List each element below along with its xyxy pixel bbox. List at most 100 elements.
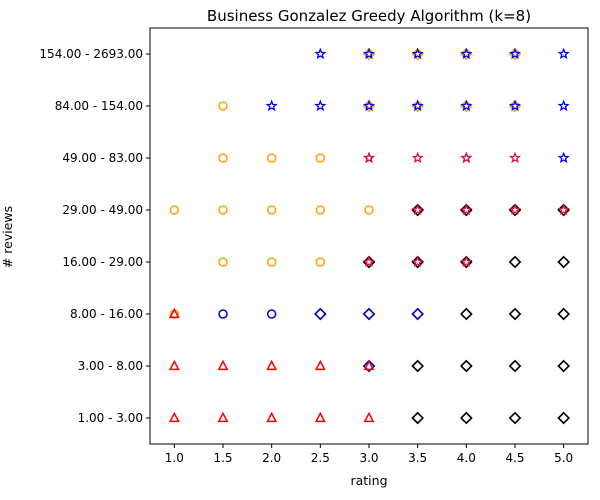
black-diamond-marker — [557, 307, 570, 321]
y-tick-label: 1.00 - 3.00 — [78, 411, 143, 425]
black-diamond-marker — [411, 359, 424, 373]
data-point — [168, 307, 180, 319]
data-point — [557, 411, 570, 425]
data-point — [218, 309, 228, 319]
data-point — [362, 47, 376, 61]
data-point — [169, 205, 180, 215]
crimson-star-marker — [508, 203, 522, 216]
data-point — [266, 205, 277, 215]
crimson-star-marker — [411, 203, 424, 216]
black-diamond-marker — [508, 411, 522, 425]
data-point — [266, 411, 278, 423]
data-point — [364, 205, 374, 215]
data-point — [411, 151, 424, 164]
blue-diamond-marker — [411, 307, 424, 321]
orange-circle-marker — [218, 153, 228, 163]
x-tick-label: 1.5 — [213, 451, 232, 465]
data-point — [508, 151, 522, 164]
data-point — [266, 359, 278, 371]
data-point — [315, 257, 326, 267]
data-point — [508, 203, 522, 217]
data-point — [557, 307, 570, 321]
blue-star-marker — [314, 47, 327, 60]
data-point — [508, 359, 522, 373]
crimson-star-marker — [362, 151, 376, 164]
data-point — [362, 359, 376, 373]
black-diamond-marker — [460, 359, 473, 373]
black-diamond-marker — [557, 255, 570, 269]
black-diamond-marker — [508, 359, 522, 373]
data-point — [460, 359, 473, 373]
blue-star-marker — [460, 47, 473, 60]
x-tick-label: 2.5 — [311, 451, 330, 465]
blue-star-marker — [460, 99, 473, 112]
y-tick-label: 154.00 - 2693.00 — [39, 47, 143, 61]
data-point — [314, 47, 327, 60]
blue-star-marker — [314, 99, 327, 112]
orange-circle-marker — [266, 205, 277, 215]
blue-star-marker — [411, 47, 424, 60]
red-triangle-marker — [168, 359, 180, 371]
crimson-star-marker — [460, 151, 473, 164]
data-point — [460, 203, 473, 217]
data-point — [168, 359, 180, 371]
orange-circle-marker — [315, 153, 326, 163]
orange-circle-marker — [218, 257, 228, 267]
blue-diamond-marker — [314, 307, 327, 321]
data-point — [411, 411, 424, 425]
blue-star-marker — [362, 47, 376, 60]
black-diamond-marker — [460, 307, 473, 321]
data-point — [168, 411, 180, 423]
red-triangle-marker — [363, 359, 375, 371]
y-tick-label: 49.00 - 83.00 — [62, 151, 143, 165]
red-triangle-marker — [168, 411, 180, 423]
crimson-star-marker — [411, 255, 424, 268]
x-tick-label: 4.5 — [505, 451, 524, 465]
data-point — [314, 359, 326, 371]
red-triangle-marker — [217, 359, 229, 371]
x-axis-label: rating — [350, 473, 387, 488]
data-point — [508, 307, 522, 321]
crimson-star-marker — [460, 203, 473, 216]
y-tick-label: 8.00 - 16.00 — [70, 307, 143, 321]
black-diamond-marker — [508, 307, 522, 321]
y-tick-label: 16.00 - 29.00 — [62, 255, 143, 269]
data-point — [460, 255, 473, 269]
crimson-star-marker — [362, 255, 376, 268]
x-tick-label: 4.0 — [457, 451, 476, 465]
blue-diamond-marker — [362, 359, 376, 373]
blue-star-marker — [265, 99, 278, 112]
data-point — [411, 359, 424, 373]
data-point — [314, 307, 327, 321]
x-tick-label: 3.5 — [408, 451, 427, 465]
data-point — [411, 99, 424, 113]
data-point — [508, 255, 522, 269]
x-axis: 1.0 1.5 2.0 2.5 3.0 3.5 4.0 4.5 5.0 — [165, 444, 573, 465]
data-point — [363, 411, 375, 423]
data-point — [508, 47, 522, 61]
blue-diamond-marker — [362, 307, 376, 321]
data-point — [217, 411, 229, 423]
orange-circle-marker — [218, 101, 228, 111]
crimson-star-marker — [411, 151, 424, 164]
orange-circle-marker — [266, 153, 277, 163]
red-triangle-marker — [168, 307, 180, 319]
red-triangle-marker — [266, 359, 278, 371]
data-point — [557, 99, 570, 112]
data-point — [218, 205, 228, 215]
blue-star-marker — [508, 99, 522, 112]
red-triangle-marker — [217, 411, 229, 423]
crimson-star-marker — [508, 151, 522, 164]
data-point — [557, 359, 570, 373]
orange-circle-marker — [315, 257, 326, 267]
x-tick-label: 5.0 — [554, 451, 573, 465]
orange-circle-marker — [169, 205, 180, 215]
data-point — [460, 47, 473, 61]
x-tick-label: 1.0 — [165, 451, 184, 465]
data-point — [508, 411, 522, 425]
data-point — [265, 99, 278, 112]
data-point — [266, 257, 277, 267]
black-diamond-marker — [411, 411, 424, 425]
